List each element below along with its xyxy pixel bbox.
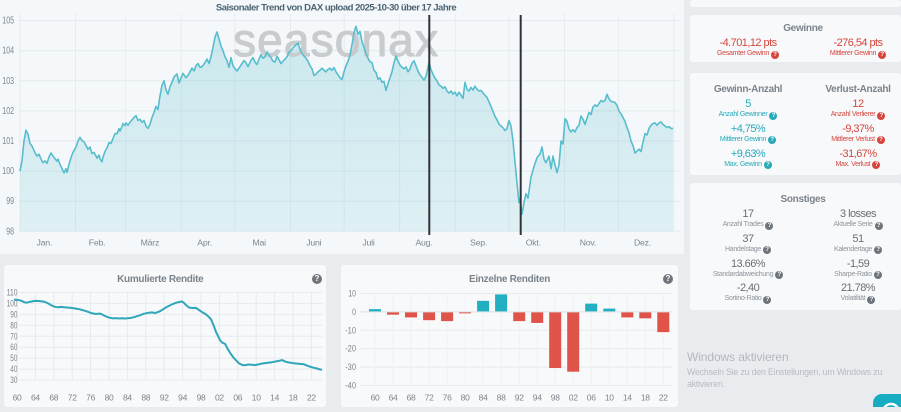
svg-text:84: 84: [123, 393, 132, 403]
svg-text:Juli: Juli: [362, 238, 375, 248]
svg-text:68: 68: [407, 393, 416, 403]
svg-text:Mai: Mai: [252, 238, 266, 248]
svg-text:94: 94: [178, 393, 187, 403]
svg-text:50: 50: [10, 353, 17, 363]
svg-text:Dez.: Dez.: [634, 238, 651, 248]
svg-text:-20: -20: [345, 344, 356, 354]
svg-text:18: 18: [289, 393, 298, 403]
svg-text:72: 72: [425, 393, 434, 403]
svg-text:seasonax: seasonax: [233, 14, 439, 66]
svg-text:Aug.: Aug.: [415, 238, 432, 248]
svg-text:22: 22: [307, 393, 316, 403]
svg-text:80: 80: [10, 320, 17, 330]
svg-text:103: 103: [2, 76, 14, 87]
svg-text:Apr.: Apr.: [197, 238, 212, 248]
svg-text:18: 18: [641, 393, 650, 403]
svg-text:60: 60: [371, 393, 380, 403]
svg-text:60: 60: [10, 342, 17, 352]
svg-text:72: 72: [68, 393, 77, 403]
svg-text:30: 30: [10, 375, 17, 385]
svg-text:10: 10: [348, 289, 356, 299]
svg-text:80: 80: [461, 393, 470, 403]
svg-text:-30: -30: [345, 362, 356, 372]
svg-text:84: 84: [479, 393, 488, 403]
svg-text:76: 76: [443, 393, 452, 403]
svg-text:Feb.: Feb.: [89, 238, 106, 248]
svg-text:92: 92: [160, 393, 169, 403]
svg-text:100: 100: [2, 166, 14, 177]
svg-text:10: 10: [252, 393, 261, 403]
svg-text:90: 90: [10, 309, 17, 319]
svg-text:105: 105: [2, 16, 14, 27]
svg-text:98: 98: [197, 393, 206, 403]
svg-text:92: 92: [515, 393, 524, 403]
svg-text:Juni: Juni: [306, 238, 321, 248]
svg-text:0: 0: [352, 307, 356, 317]
svg-text:14: 14: [270, 393, 279, 403]
svg-text:02: 02: [569, 393, 578, 403]
svg-text:88: 88: [141, 393, 150, 403]
svg-text:40: 40: [10, 364, 17, 374]
svg-text:22: 22: [659, 393, 668, 403]
svg-text:Jan.: Jan.: [36, 238, 52, 248]
svg-text:02: 02: [215, 393, 224, 403]
svg-text:68: 68: [49, 393, 58, 403]
svg-text:-40: -40: [345, 381, 356, 391]
svg-text:101: 101: [2, 136, 14, 147]
svg-text:76: 76: [86, 393, 95, 403]
svg-text:99: 99: [6, 196, 14, 207]
svg-text:60: 60: [13, 393, 22, 403]
svg-text:64: 64: [389, 393, 398, 403]
svg-text:Nov.: Nov.: [580, 238, 596, 248]
svg-text:98: 98: [551, 393, 560, 403]
svg-text:März: März: [141, 238, 160, 248]
svg-text:104: 104: [2, 46, 14, 57]
svg-text:80: 80: [105, 393, 114, 403]
svg-text:06: 06: [587, 393, 596, 403]
svg-text:98: 98: [6, 226, 14, 237]
svg-text:Sep.: Sep.: [470, 238, 487, 248]
svg-text:102: 102: [2, 106, 14, 117]
svg-text:110: 110: [7, 288, 18, 298]
svg-text:14: 14: [623, 393, 632, 403]
svg-text:94: 94: [533, 393, 542, 403]
svg-text:70: 70: [10, 331, 17, 341]
svg-text:88: 88: [497, 393, 506, 403]
svg-text:-10: -10: [345, 325, 356, 335]
svg-text:Saisonaler Trend von DAX uploa: Saisonaler Trend von DAX upload 2025-10-…: [216, 3, 456, 14]
svg-text:64: 64: [31, 393, 40, 403]
svg-text:10: 10: [605, 393, 614, 403]
svg-text:06: 06: [233, 393, 242, 403]
svg-text:100: 100: [7, 298, 18, 308]
svg-text:Okt.: Okt.: [526, 238, 541, 248]
